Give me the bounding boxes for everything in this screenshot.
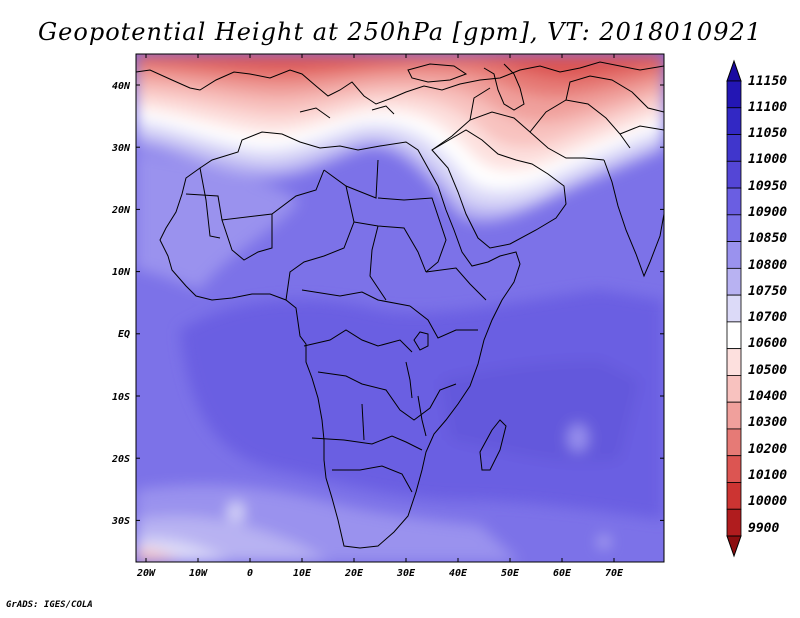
colorbar-label: 10950 (748, 179, 787, 194)
colorbar-label: 10000 (748, 494, 787, 509)
colorbar-swatch (726, 214, 742, 242)
geopotential-height-field (136, 54, 664, 562)
colorbar-swatch (726, 134, 742, 162)
lat-tick-label: 10N (112, 267, 131, 278)
colorbar-swatch (726, 267, 742, 296)
colorbar-swatch (726, 321, 742, 350)
colorbar-label: 10400 (748, 389, 787, 404)
lon-tick-label: 60E (553, 568, 572, 579)
colorbar-swatch (726, 401, 742, 430)
colorbar-label: 10500 (748, 363, 787, 378)
colorbar-label: 10300 (748, 415, 787, 430)
colorbar-label: 10600 (748, 336, 787, 351)
colorbar-swatch (726, 80, 742, 109)
colorbar-bottom-arrow (726, 535, 742, 558)
colorbar-swatch (726, 348, 742, 376)
lat-tick-label: 40N (112, 81, 131, 92)
lat-tick-label: EQ (118, 329, 130, 340)
colorbar-label: 11150 (748, 74, 787, 89)
map-frame (135, 53, 665, 563)
colorbar-swatch (726, 160, 742, 189)
lat-tick-label: 10S (112, 392, 130, 403)
lon-tick-label: 70E (605, 568, 624, 579)
axis-ticks (136, 54, 664, 562)
lat-tick-label: 30S (111, 516, 130, 527)
lat-tick-label: 20N (111, 205, 131, 216)
lon-tick-label: 10W (189, 568, 208, 579)
colorbar-swatch (726, 508, 742, 537)
colorbar-swatch (726, 455, 742, 483)
map-title: Geopotential Height at 250hPa [gpm], VT:… (38, 18, 762, 46)
latitude-axis: 40N 30N 20N 10N EQ 10S 20S 30S (111, 81, 131, 527)
lon-tick-label: 30E (396, 568, 416, 579)
colorbar-label: 10850 (748, 231, 787, 246)
lon-tick-label: 10E (293, 568, 312, 579)
colorbar-label: 11050 (748, 126, 787, 141)
coastlines-and-borders (136, 61, 664, 549)
colorbar-label: 10750 (748, 284, 787, 299)
lon-tick-label: 40E (449, 568, 468, 579)
colorbar-label: 11100 (748, 100, 787, 115)
colorbar-swatch (726, 241, 742, 269)
lon-tick-label: 0 (247, 568, 253, 579)
colorbar-swatch (726, 375, 742, 403)
lon-tick-label: 20E (344, 568, 364, 579)
credit-text: GrADS: IGES/COLA (6, 600, 93, 610)
colorbar-label: 10900 (748, 205, 787, 220)
colorbar-label: 10100 (748, 468, 787, 483)
colorbar-label: 10800 (748, 258, 787, 273)
colorbar-swatch (726, 107, 742, 135)
lat-tick-label: 30N (111, 143, 131, 154)
colorbar-swatch (726, 428, 742, 457)
lon-tick-label: 20W (136, 568, 156, 579)
colorbar-label: 10700 (748, 310, 787, 325)
colorbar: 11150 11100 11050 11000 10950 10900 1085… (726, 59, 787, 558)
colorbar-label: 11000 (748, 152, 787, 167)
colorbar-label: 9900 (748, 521, 779, 536)
colorbar-label: 10200 (748, 442, 787, 457)
lat-tick-label: 20S (111, 454, 130, 465)
lon-tick-label: 50E (501, 568, 520, 579)
colorbar-swatch (726, 294, 742, 323)
colorbar-swatch (726, 187, 742, 216)
longitude-axis: 20W 10W 0 10E 20E 30E 40E 50E 60E 70E (136, 568, 624, 579)
colorbar-top-arrow (726, 59, 742, 82)
colorbar-swatch (726, 482, 742, 510)
